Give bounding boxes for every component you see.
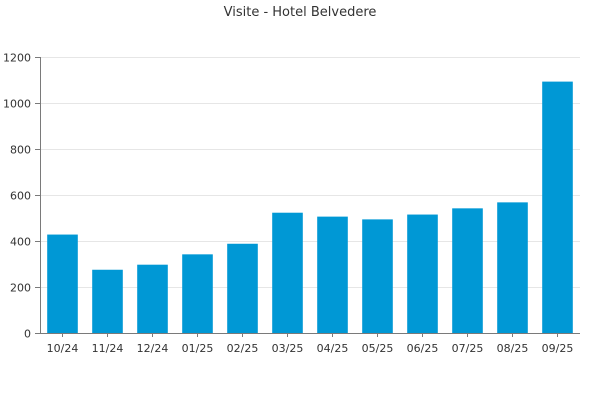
bar-02-25 — [227, 243, 258, 333]
bar-05-25 — [362, 219, 393, 333]
x-tick-label: 05/25 — [362, 342, 394, 355]
y-axis-tick-labels: 0 200 400 600 800 1000 1200 — [3, 52, 31, 341]
x-tick-label: 01/25 — [182, 342, 214, 355]
bar-12-24 — [137, 264, 168, 333]
bar-10-24 — [47, 234, 78, 333]
bar-03-25 — [272, 212, 303, 333]
bar-06-25 — [407, 214, 438, 333]
x-tick-label: 12/24 — [137, 342, 169, 355]
y-tick-label: 800 — [10, 144, 31, 157]
x-tick-label: 02/25 — [227, 342, 259, 355]
bar-04-25 — [317, 216, 348, 333]
y-tick-label: 200 — [10, 282, 31, 295]
y-tick-label: 600 — [10, 190, 31, 203]
axes — [35, 57, 580, 337]
x-tick-label: 11/24 — [92, 342, 124, 355]
x-tick-label: 09/25 — [542, 342, 574, 355]
x-tick-label: 07/25 — [452, 342, 484, 355]
y-tick-label: 0 — [24, 328, 31, 341]
bar-09-25 — [542, 81, 573, 333]
x-tick-label: 03/25 — [272, 342, 304, 355]
grid-lines — [40, 57, 580, 288]
x-tick-label: 10/24 — [47, 342, 79, 355]
bar-01-25 — [182, 254, 213, 333]
y-tick-label: 1000 — [3, 98, 31, 111]
bar-08-25 — [497, 202, 528, 333]
bar-07-25 — [452, 208, 483, 333]
x-tick-label: 08/25 — [497, 342, 529, 355]
bar-11-24 — [92, 269, 123, 333]
bars — [47, 81, 573, 333]
y-tick-label: 1200 — [3, 52, 31, 65]
x-tick-label: 06/25 — [407, 342, 439, 355]
x-axis-tick-labels: 10/24 11/24 12/24 01/25 02/25 03/25 04/25 05/25… — [47, 342, 574, 355]
y-tick-label: 400 — [10, 236, 31, 249]
chart-title: Visite - Hotel Belvedere — [224, 5, 377, 20]
x-tick-label: 04/25 — [317, 342, 349, 355]
